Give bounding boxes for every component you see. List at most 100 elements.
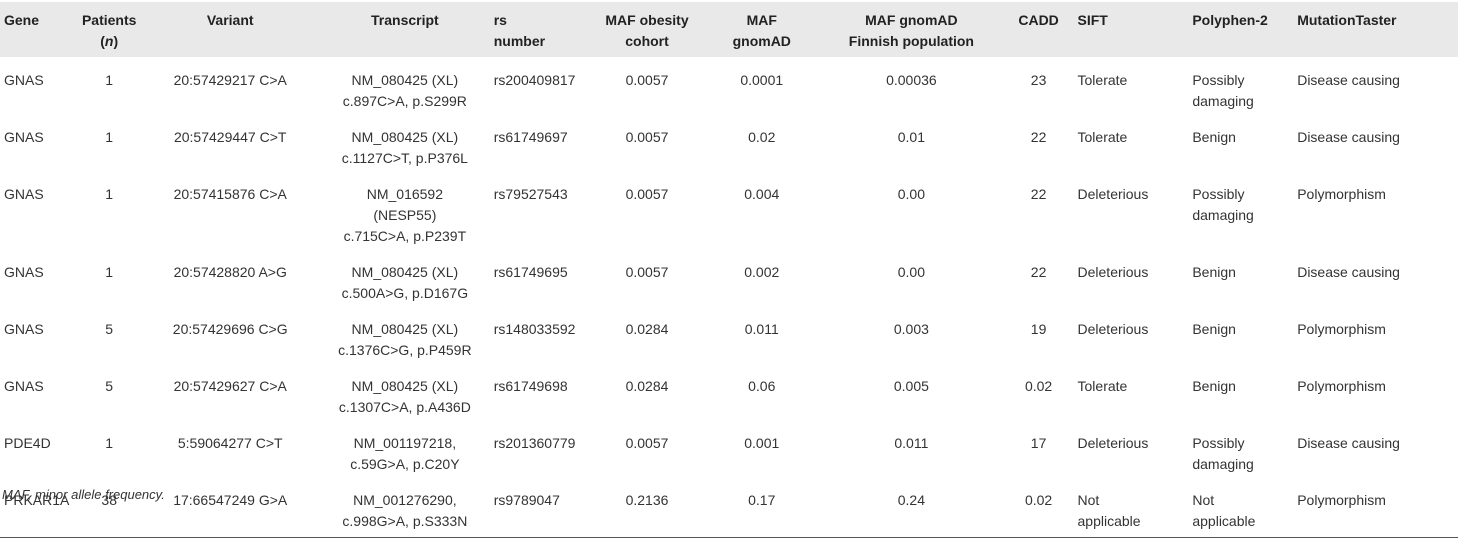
cell-text: PRKAR1A: [4, 492, 70, 508]
table-cell: 0.011: [704, 309, 819, 366]
column-header-text: gnomAD: [732, 33, 791, 49]
cell-text: 0.00: [897, 186, 925, 202]
table-cell: rs200409817: [490, 57, 590, 117]
cell-text: damaging: [1192, 207, 1254, 223]
cell-text: 1: [105, 264, 114, 280]
cell-text: Possibly: [1192, 186, 1245, 202]
cell-text: GNAS: [4, 186, 44, 202]
table-cell: Disease causing: [1293, 117, 1458, 174]
cell-text: Polymorphism: [1297, 321, 1386, 337]
table-cell: PDE4D: [0, 423, 78, 480]
cell-text: 17: [1030, 435, 1047, 451]
column-header-text: number: [493, 33, 546, 49]
table-row: GNAS 1 20:57415876 C>A NM_016592 (NESP55) c.7…: [0, 174, 1458, 252]
column-header-text: MutationTaster: [1297, 12, 1397, 28]
cell-text: c.1127C>T, p.P376L: [341, 150, 468, 166]
cell-text: Polymorphism: [1297, 186, 1386, 202]
table-cell: 1: [78, 57, 140, 117]
table-cell: rs61749697: [490, 117, 590, 174]
cell-text: rs201360779: [493, 435, 576, 451]
table-cell: NM_080425 (XL) c.1307C>A, p.A436D: [320, 366, 490, 423]
cell-text: damaging: [1192, 456, 1254, 472]
table-cell: 5: [78, 366, 140, 423]
column-header: MAF gnomAD: [704, 2, 819, 57]
table-cell: rs201360779: [490, 423, 590, 480]
column-header-text: cohort: [625, 33, 669, 49]
cell-text: 1: [105, 129, 114, 145]
table-cell: rs79527543: [490, 174, 590, 252]
cell-text: 0.2136: [625, 492, 669, 508]
column-header: Polyphen-2: [1188, 2, 1293, 57]
table-cell: 20:57428820 A>G: [140, 252, 320, 309]
cell-text: 20:57428820 A>G: [173, 264, 287, 280]
table-row: GNAS 5 20:57429696 C>G NM_080425 (XL) c.1376…: [0, 309, 1458, 366]
cell-text: rs9789047: [493, 492, 560, 508]
column-header: Transcript: [320, 2, 490, 57]
table-cell: Not applicable: [1074, 480, 1189, 538]
cell-text: 5: [105, 321, 114, 337]
cell-text: 19: [1030, 321, 1047, 337]
cell-text: 0.00036: [886, 72, 937, 88]
table-row: GNAS 1 20:57429447 C>T NM_080425 (XL) c.1127…: [0, 117, 1458, 174]
cell-text: 20:57429696 C>G: [172, 321, 288, 337]
cell-text: rs61749695: [493, 264, 568, 280]
cell-text: 0.003: [893, 321, 929, 337]
cell-text: 1: [105, 186, 114, 202]
table-cell: 23: [1004, 57, 1074, 117]
cell-text: rs200409817: [493, 72, 576, 88]
table-cell: 17: [1004, 423, 1074, 480]
table-cell: Deleterious: [1074, 174, 1189, 252]
cell-text: Tolerate: [1077, 72, 1128, 88]
column-header-text: Gene: [4, 12, 40, 28]
cell-text: 0.011: [744, 321, 779, 337]
table-cell: 0.00: [819, 252, 1003, 309]
table-row: GNAS 1 20:57428820 A>G NM_080425 (XL) c.500A…: [0, 252, 1458, 309]
column-header-text: SIFT: [1077, 12, 1108, 28]
cell-text: GNAS: [4, 264, 44, 280]
table-cell: 0.0284: [590, 366, 705, 423]
table-cell: Benign: [1188, 117, 1293, 174]
table-cell: 20:57429696 C>G: [140, 309, 320, 366]
cell-text: 20:57415876 C>A: [173, 186, 287, 202]
cell-text: Possibly: [1192, 435, 1245, 451]
table-header: Gene Patients (n) Variant Transcript rs number…: [0, 2, 1458, 57]
table-cell: rs61749698: [490, 366, 590, 423]
table-cell: 22: [1004, 117, 1074, 174]
cell-text: 0.0057: [625, 129, 669, 145]
table-cell: Disease causing: [1293, 252, 1458, 309]
table-cell: GNAS: [0, 309, 78, 366]
table-cell: Tolerate: [1074, 57, 1189, 117]
table-cell: Deleterious: [1074, 309, 1189, 366]
table-cell: 17:66547249 G>A: [140, 480, 320, 538]
table-cell: Possibly damaging: [1188, 57, 1293, 117]
table-cell: 20:57429217 C>A: [140, 57, 320, 117]
cell-text: (NESP55): [373, 207, 437, 223]
column-header: MAF obesity cohort: [590, 2, 705, 57]
cell-text: rs61749698: [493, 378, 568, 394]
cell-text: 0.02: [748, 129, 776, 145]
column-header-text: MAF: [746, 12, 777, 28]
table-cell: Polymorphism: [1293, 480, 1458, 538]
table-cell: 38: [78, 480, 140, 538]
cell-text: applicable: [1192, 513, 1256, 529]
table-cell: 0.2136: [590, 480, 705, 538]
cell-text: 0.02: [1024, 378, 1053, 394]
cell-text: Disease causing: [1297, 72, 1400, 88]
table-cell: 5: [78, 309, 140, 366]
cell-text: NM_080425 (XL): [351, 321, 459, 337]
column-header-text: (n): [100, 33, 119, 49]
table-cell: 1: [78, 252, 140, 309]
table-cell: 0.001: [704, 423, 819, 480]
cell-text: 0.002: [744, 264, 780, 280]
table-cell: 0.0057: [590, 252, 705, 309]
table-cell: 0.0284: [590, 309, 705, 366]
cell-text: c.998G>A, p.S333N: [342, 513, 468, 529]
table-cell: 0.00: [819, 174, 1003, 252]
table-cell: 0.02: [1004, 366, 1074, 423]
cell-text: 0.0057: [625, 72, 669, 88]
table-row: GNAS 1 20:57429217 C>A NM_080425 (XL) c.897C…: [0, 57, 1458, 117]
cell-text: 20:57429627 C>A: [173, 378, 287, 394]
cell-text: 1: [105, 435, 114, 451]
